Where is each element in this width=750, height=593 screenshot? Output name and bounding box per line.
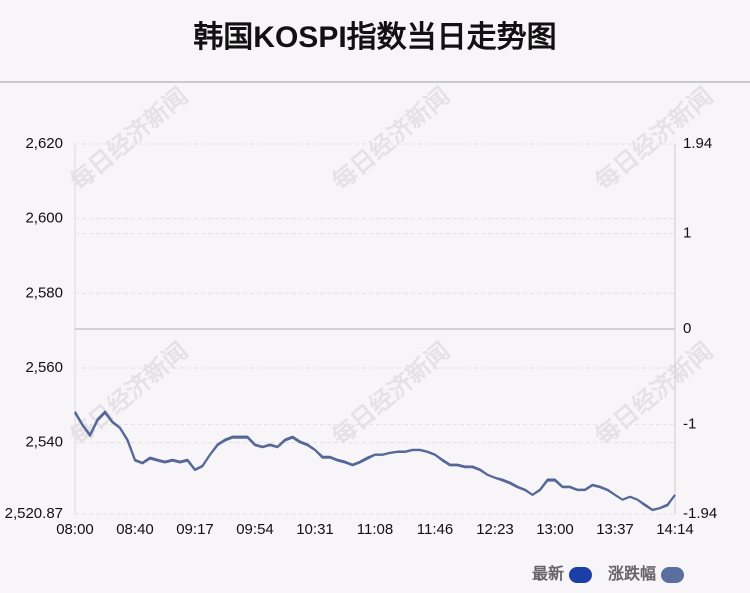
legend-label: 最新	[532, 564, 564, 583]
y-tick-label: 2,520.87	[5, 505, 63, 522]
y2-tick-label: -1.94	[683, 505, 717, 522]
x-tick-label: 14:14	[656, 521, 694, 538]
y-tick-label: 2,600	[25, 210, 63, 227]
x-tick-label: 08:00	[56, 521, 94, 538]
y2-tick-label: -1	[683, 415, 696, 432]
series-line	[74, 411, 676, 512]
x-tick-label: 10:31	[296, 521, 334, 538]
x-tick-label: 09:54	[236, 521, 274, 538]
legend-swatch	[661, 567, 684, 583]
y2-tick-label: 1	[683, 225, 691, 242]
y-tick-label: 2,620	[25, 135, 63, 152]
x-tick-label: 13:00	[536, 521, 574, 538]
legend-swatch	[568, 567, 592, 583]
legend-label: 涨跌幅	[608, 564, 656, 583]
x-tick-label: 11:08	[357, 521, 393, 538]
x-tick-label: 12:23	[476, 521, 514, 538]
chart-title: 韩国KOSPI指数当日走势图	[193, 21, 556, 54]
y-tick-label: 2,580	[25, 284, 63, 301]
y2-tick-label: 0	[683, 320, 691, 337]
y-tick-label: 2,540	[25, 434, 63, 451]
y2-tick-label: 1.94	[683, 135, 712, 152]
x-tick-label: 09:17	[176, 521, 214, 538]
x-tick-label: 08:40	[116, 521, 154, 538]
x-tick-label: 13:37	[596, 521, 634, 538]
y-tick-label: 2,560	[25, 359, 63, 376]
x-tick-label: 11:46	[417, 521, 453, 538]
